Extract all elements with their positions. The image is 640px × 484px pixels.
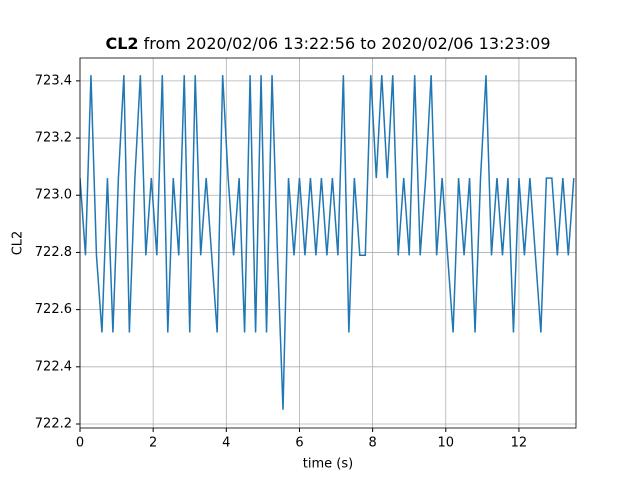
x-tick-label: 0 [76,436,84,451]
title-rest: from 2020/02/06 13:22:56 to 2020/02/06 1… [144,34,551,53]
y-tick-label: 722.6 [35,302,72,317]
x-tick-label: 10 [438,436,455,451]
x-tick-label: 8 [368,436,376,451]
y-tick-label: 722.2 [35,416,72,431]
title-bold: CL2 [105,34,138,53]
y-tick-label: 722.8 [35,245,72,260]
y-tick-label: 722.4 [35,359,72,374]
x-axis-label: time (s) [303,457,353,472]
x-tick-label: 4 [222,436,230,451]
y-tick-label: 723.0 [35,188,72,203]
x-tick-label: 6 [295,436,303,451]
plot-frame [79,57,577,429]
y-tick-label: 723.2 [35,131,72,146]
y-tick-label: 723.4 [35,73,72,88]
x-tick-label: 12 [511,436,528,451]
y-axis-label: CL2 [11,231,26,256]
x-tick-label: 2 [149,436,157,451]
data-line [80,75,575,410]
chart-title: CL2 from 2020/02/06 13:22:56 to 2020/02/… [105,34,550,53]
